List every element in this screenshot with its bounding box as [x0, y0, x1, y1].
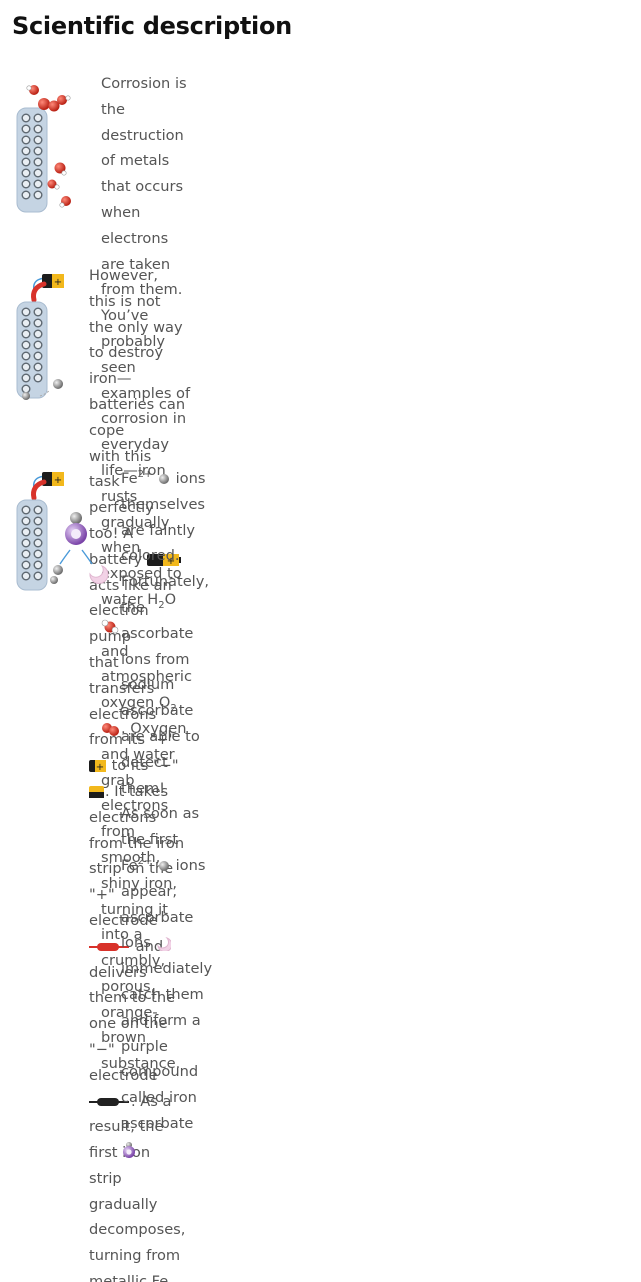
svg-text:+: + [54, 475, 62, 486]
iron-ion-icon [158, 860, 169, 871]
rusting-iron-strip-illustration [16, 85, 71, 213]
battery-icon: + [146, 553, 181, 567]
svg-text:+: + [54, 277, 62, 288]
battery-minus-terminal-icon [89, 785, 104, 798]
iron-ascorbate-icon [123, 1141, 135, 1158]
ascorbate-ion-icon [157, 937, 172, 952]
ascorbate-paragraph: Fe2+ ions themselves are faintly colored… [121, 469, 213, 1158]
svg-text:+: + [167, 556, 175, 567]
water-molecule-icon [101, 619, 119, 634]
battery-plus-terminal-icon: + [89, 760, 106, 773]
battery-iron-strip-illustration: + [16, 274, 64, 400]
ascorbate-iron-strip-illustration: + [16, 472, 109, 591]
page-title: Scientific description [12, 12, 292, 40]
iron-ion-icon [158, 474, 169, 484]
svg-text:+: + [96, 762, 104, 773]
